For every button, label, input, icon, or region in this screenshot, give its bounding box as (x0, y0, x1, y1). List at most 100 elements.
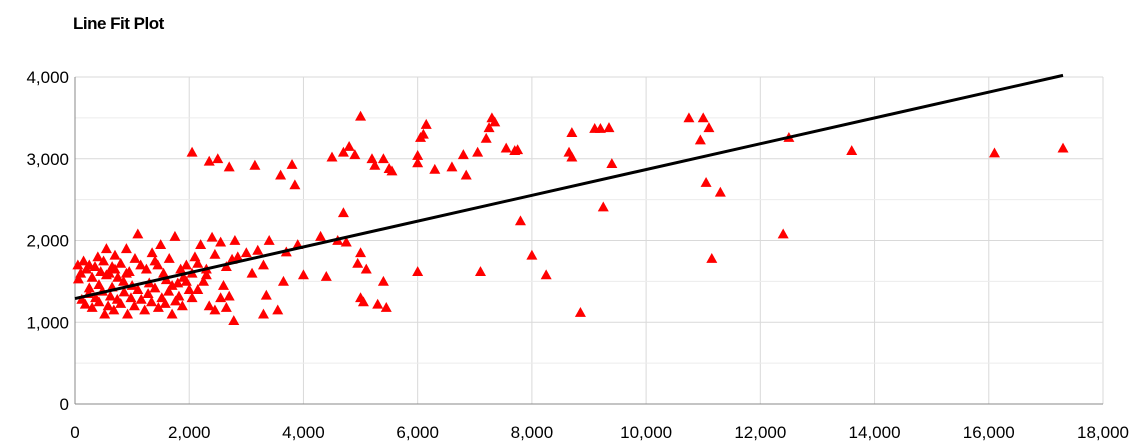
data-point-113 (78, 255, 90, 266)
x-tick-label: 0 (70, 423, 79, 442)
data-point-24 (446, 161, 458, 172)
data-point-71 (257, 259, 269, 270)
data-point-26 (460, 169, 472, 180)
data-point-28 (480, 132, 492, 143)
data-point-157 (260, 289, 272, 300)
data-point-80 (209, 248, 221, 259)
fit-line-group (74, 73, 1064, 301)
data-point-115 (72, 259, 84, 270)
data-point-126 (104, 290, 116, 301)
data-point-66 (297, 269, 309, 280)
fit-line (74, 73, 1064, 301)
data-point-43 (683, 112, 695, 123)
data-point-48 (714, 186, 726, 197)
data-point-165 (377, 275, 389, 286)
data-point-72 (252, 244, 264, 255)
data-point-0 (186, 146, 198, 157)
data-point-9 (337, 146, 349, 157)
data-point-4 (249, 159, 261, 170)
data-point-101 (112, 271, 124, 282)
data-point-127 (108, 304, 120, 315)
data-point-150 (192, 284, 204, 294)
data-point-96 (132, 228, 144, 239)
data-point-136 (139, 304, 151, 315)
data-point-25 (457, 149, 469, 160)
x-tick-label: 16,000 (963, 423, 1015, 442)
data-point-108 (92, 251, 104, 262)
data-point-161 (357, 296, 369, 307)
data-point-18 (412, 157, 424, 168)
data-point-179 (120, 267, 132, 278)
data-point-7 (289, 179, 301, 190)
data-point-15 (377, 153, 389, 164)
data-point-175 (118, 275, 130, 286)
data-point-134 (132, 284, 144, 294)
x-tick-label: 12,000 (734, 423, 786, 442)
data-point-73 (246, 267, 258, 278)
data-point-125 (102, 300, 114, 311)
data-point-116 (72, 273, 84, 284)
x-tick-label: 18,000 (1077, 423, 1129, 442)
data-point-183 (100, 269, 112, 280)
data-point-181 (149, 255, 161, 266)
data-point-156 (228, 315, 240, 326)
data-point-59 (706, 252, 718, 263)
x-tick-label: 6,000 (396, 423, 439, 442)
data-point-75 (232, 251, 244, 262)
grid (74, 76, 1104, 405)
data-point-159 (257, 308, 269, 319)
data-point-147 (176, 300, 188, 311)
data-point-8 (326, 151, 338, 162)
data-point-41 (606, 158, 618, 169)
data-point-22 (415, 131, 427, 142)
data-point-34 (512, 144, 524, 155)
data-point-1 (203, 155, 215, 166)
data-point-11 (349, 149, 361, 160)
data-point-63 (340, 236, 352, 247)
data-point-170 (178, 271, 190, 282)
data-point-51 (988, 147, 1000, 158)
data-point-151 (198, 275, 209, 286)
data-point-17 (386, 165, 398, 176)
x-tick-label: 8,000 (511, 423, 554, 442)
data-point-65 (315, 230, 327, 241)
x-tick-label: 2,000 (168, 423, 211, 442)
data-point-30 (483, 122, 495, 133)
data-point-27 (472, 146, 484, 157)
data-point-105 (100, 243, 112, 254)
data-point-153 (209, 304, 221, 315)
data-point-54 (526, 249, 538, 260)
data-point-144 (166, 308, 178, 319)
data-point-92 (155, 239, 167, 249)
data-point-47 (700, 176, 712, 187)
data-point-64 (320, 270, 332, 281)
data-point-58 (412, 266, 424, 276)
data-point-158 (272, 304, 284, 315)
data-point-138 (146, 296, 158, 307)
x-tick-label: 10,000 (620, 423, 672, 442)
data-point-40 (603, 122, 615, 133)
data-point-118 (79, 298, 91, 309)
data-point-186 (200, 269, 212, 280)
data-point-39 (594, 123, 606, 133)
data-point-46 (703, 122, 715, 133)
x-tick-label: 4,000 (282, 423, 325, 442)
data-point-70 (263, 235, 275, 245)
chart-title: Line Fit Plot (73, 14, 164, 33)
data-point-129 (115, 297, 127, 308)
data-point-87 (180, 259, 192, 270)
data-point-106 (98, 255, 110, 266)
data-point-162 (372, 298, 384, 309)
data-point-74 (240, 247, 252, 258)
data-point-76 (229, 235, 241, 245)
data-point-37 (566, 127, 578, 137)
data-point-90 (163, 252, 175, 263)
data-point-146 (173, 290, 185, 301)
data-point-85 (189, 251, 201, 262)
data-point-168 (217, 279, 229, 290)
x-tick-label: 14,000 (849, 423, 901, 442)
data-point-99 (120, 243, 132, 254)
data-point-83 (195, 239, 207, 249)
data-point-139 (149, 282, 161, 293)
